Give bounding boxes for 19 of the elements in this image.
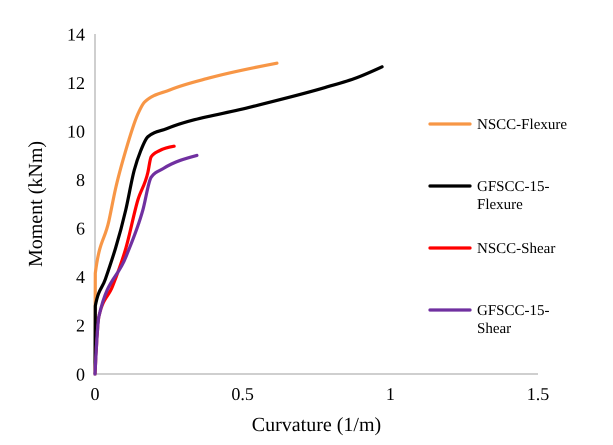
y-tick-label: 8 — [76, 170, 85, 190]
y-tick-label: 4 — [76, 267, 85, 288]
x-tick-label: 1.5 — [526, 384, 550, 404]
x-tick-label: 0.5 — [231, 384, 254, 404]
y-tick-label: 6 — [76, 218, 85, 239]
y-tick-label: 0 — [76, 364, 85, 384]
line-series — [93, 154, 198, 376]
legend-label: GFSCC-15-Flexure — [477, 179, 550, 213]
legend-label: NSCC-Shear — [477, 241, 556, 257]
y-tick-label: 2 — [76, 316, 85, 336]
legend-label: NSCC-Flexure — [477, 117, 568, 133]
y-tick-label: 12 — [67, 72, 85, 93]
legend-label: GFSCC-15-Shear — [477, 303, 550, 337]
y-tick-label: 10 — [67, 121, 85, 142]
x-tick-label: 0 — [90, 384, 100, 404]
x-axis-title: Curvature (1/m) — [252, 414, 382, 436]
y-tick-label: 14 — [67, 24, 85, 44]
x-tick-label: 1 — [386, 384, 395, 404]
y-axis-title: Moment (kNm) — [25, 140, 47, 268]
